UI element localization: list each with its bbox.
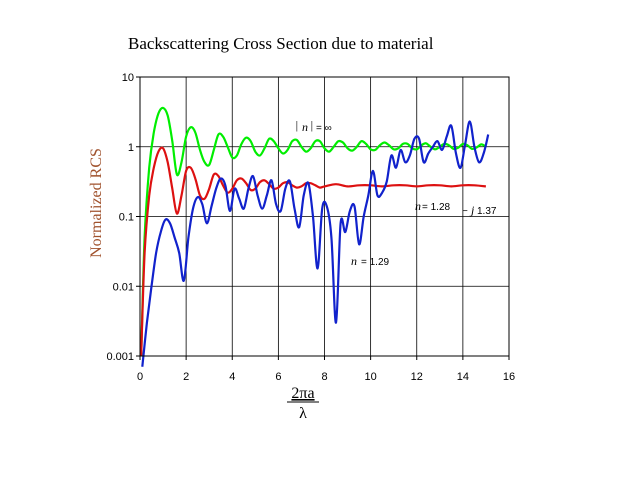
annotation-perfect-conductor: | n | = ∞: [295, 118, 332, 134]
series-line-2: [141, 120, 490, 367]
annotation-lossless-material: n = 1.29: [351, 254, 390, 268]
series-line-1: [140, 146, 487, 357]
annotation-perfect-conductor-n: n: [302, 120, 308, 134]
x-tick-label: 4: [229, 371, 235, 383]
annotation-perfect-conductor-bar-left: |: [295, 118, 298, 132]
grid: [140, 77, 509, 356]
tick-labels: 0 2 4 6 8 10 12 14 16 0.001 0.01 0.1 1 10: [106, 72, 515, 383]
annotation-lossy-j: j: [469, 203, 475, 217]
x-axis-label: 2πa λ: [287, 385, 319, 422]
series-group: [140, 106, 490, 367]
y-tick-label: 10: [122, 72, 134, 84]
y-tick-label: 1: [128, 142, 134, 154]
annotation-perfect-conductor-eq: = ∞: [316, 123, 332, 134]
chart-title: Backscattering Cross Section due to mate…: [128, 34, 434, 53]
x-tick-label: 6: [275, 371, 281, 383]
y-tick-label: 0.001: [106, 351, 134, 363]
x-axis-label-denominator: λ: [299, 405, 307, 422]
series-line-0: [140, 106, 487, 357]
x-tick-label: 14: [457, 371, 469, 383]
annotation-lossy-material: n = 1.28 − j 1.37: [415, 199, 497, 217]
annotation-lossy-imag: 1.37: [477, 206, 497, 217]
x-tick-label: 12: [411, 371, 423, 383]
x-tick-label: 10: [365, 371, 377, 383]
y-tick-label: 0.1: [119, 212, 134, 224]
annotation-lossy-eq: = 1.28: [422, 202, 451, 213]
annotation-lossless-eq: = 1.29: [361, 257, 390, 268]
annotation-perfect-conductor-bar-right: |: [310, 118, 313, 132]
x-axis-label-numerator: 2πa: [291, 385, 314, 402]
y-tick-label: 0.01: [113, 281, 134, 293]
x-tick-label: 16: [503, 371, 515, 383]
x-tick-label: 2: [183, 371, 189, 383]
annotation-lossy-n: n: [415, 199, 421, 213]
annotation-lossless-n: n: [351, 254, 357, 268]
x-tick-label: 8: [321, 371, 327, 383]
annotation-lossy-minus: −: [462, 206, 468, 217]
x-tick-label: 0: [137, 371, 143, 383]
y-axis-label: Normalized RCS: [88, 148, 105, 258]
